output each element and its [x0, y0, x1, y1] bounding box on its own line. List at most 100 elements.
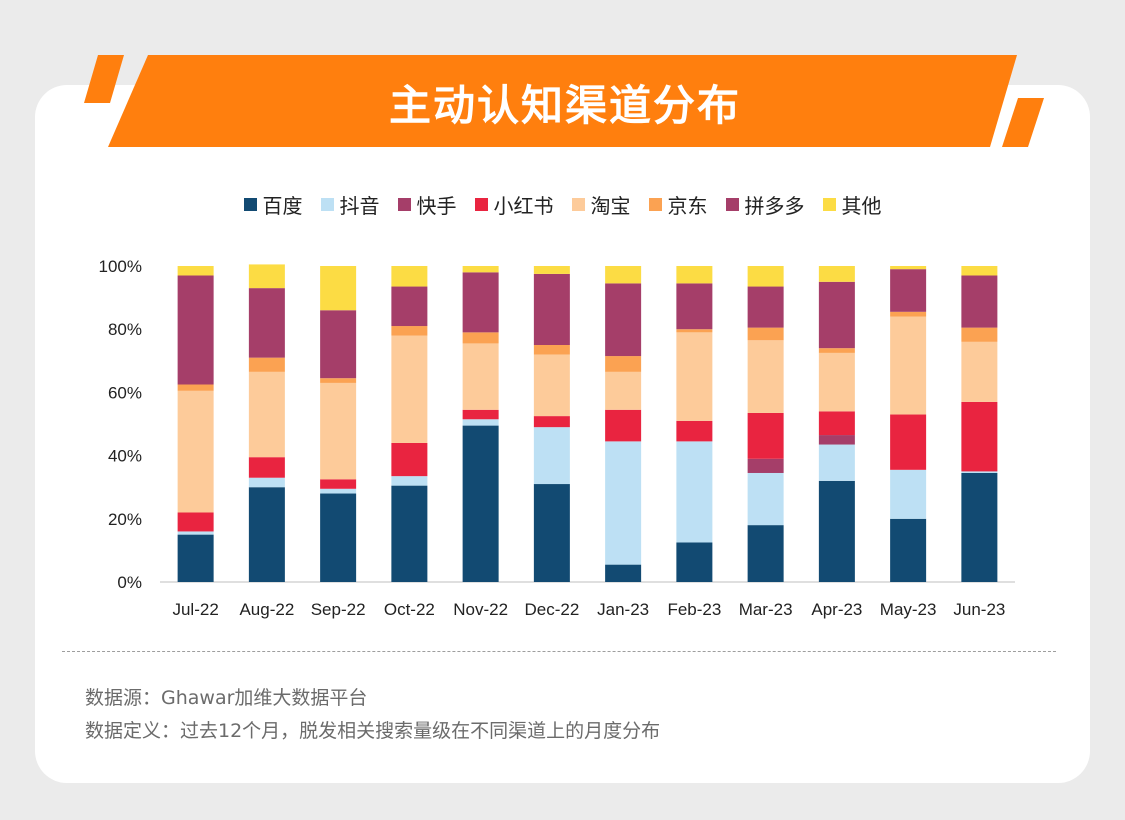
x-tick-label: Nov-22 — [453, 600, 508, 619]
bar-segment-0-5 — [533, 484, 570, 582]
bar-segment-7-8 — [747, 266, 784, 287]
bar-segment-6-7 — [676, 283, 713, 330]
bar-segment-1-3 — [391, 476, 428, 486]
x-tick-label: Aug-22 — [239, 600, 294, 619]
divider — [62, 651, 1056, 652]
bar-segment-5-8 — [747, 327, 784, 341]
bar-segment-1-5 — [533, 427, 570, 485]
bar-segment-6-10 — [890, 269, 927, 312]
bar-segment-6-8 — [747, 286, 784, 328]
bar-segment-3-8 — [747, 412, 784, 459]
bar-segment-5-4 — [462, 332, 499, 344]
bar-segment-1-4 — [462, 419, 499, 426]
legend-item-7: 其他 — [822, 190, 882, 219]
legend-label: 京东 — [667, 194, 708, 218]
bar-segment-0-7 — [676, 542, 713, 582]
y-tick-label: 60% — [108, 383, 142, 402]
stacked-bar-chart: 0% 20% 40% 60% 80% 100% Jul-22 Aug-22 Sep-22 Oct-… — [99, 257, 1015, 619]
bar-segment-3-11 — [961, 401, 998, 472]
legend-label: 拼多多 — [744, 194, 805, 218]
bar-segment-5-10 — [890, 311, 927, 317]
bar-segment-3-3 — [391, 442, 428, 477]
bar-segment-0-10 — [890, 518, 927, 582]
x-tick-label: Feb-23 — [667, 600, 721, 619]
bar-segment-6-9 — [818, 281, 855, 349]
bar-segment-3-0 — [177, 512, 214, 532]
bar-segment-4-2 — [320, 382, 357, 480]
bar-segment-7-6 — [605, 266, 642, 284]
y-tick-label: 0% — [117, 573, 142, 592]
legend-item-1: 抖音 — [320, 190, 380, 219]
legend-label: 小红书 — [493, 194, 554, 218]
bar-segment-6-6 — [605, 283, 642, 357]
legend-label: 其他 — [841, 194, 882, 218]
bar-segment-1-11 — [961, 471, 998, 473]
legend-swatch — [320, 198, 334, 211]
legend-swatch — [648, 198, 662, 211]
data-definition-note: 数据定义：过去12个月，脱发相关搜索量级在不同渠道上的月度分布 — [85, 720, 661, 742]
bar-segment-6-4 — [462, 272, 499, 333]
bar-segment-3-2 — [320, 479, 357, 489]
bar-segment-4-10 — [890, 316, 927, 415]
bar-segment-2-8 — [747, 458, 784, 473]
bar-segment-5-6 — [605, 356, 642, 372]
bar-segment-0-3 — [391, 485, 428, 582]
legend-swatch — [243, 198, 257, 211]
legend-label: 百度 — [262, 194, 303, 218]
bar-segment-3-10 — [890, 414, 927, 470]
banner-main — [108, 55, 1017, 147]
title-banner: 主动认知渠道分布 — [0, 0, 1125, 160]
bar-segment-2-9 — [818, 435, 855, 445]
bar-segment-4-1 — [248, 371, 285, 458]
bar-segment-3-6 — [605, 409, 642, 442]
x-tick-label: Sep-22 — [311, 600, 366, 619]
legend-swatch — [571, 198, 585, 211]
bar-segment-5-2 — [320, 378, 357, 383]
bar-segment-6-11 — [961, 275, 998, 328]
legend-swatch — [397, 198, 411, 211]
y-tick-label: 80% — [108, 320, 142, 339]
bar-segment-1-10 — [890, 469, 927, 519]
banner-left-accent — [84, 55, 124, 103]
bar-segment-4-11 — [961, 341, 998, 402]
bar-segment-0-1 — [248, 487, 285, 582]
bar-segment-7-1 — [248, 264, 285, 289]
bar-segment-7-2 — [320, 266, 357, 311]
legend-label: 淘宝 — [590, 194, 631, 218]
bar-segment-0-11 — [961, 472, 998, 582]
x-tick-label: Dec-22 — [524, 600, 579, 619]
banner-right-accent — [1002, 98, 1044, 147]
legend-swatch — [725, 198, 739, 211]
legend-item-6: 拼多多 — [725, 190, 805, 219]
bar-segment-5-7 — [676, 329, 713, 333]
x-tick-label: Jun-23 — [953, 600, 1005, 619]
bar-segment-5-3 — [391, 326, 428, 336]
bar-segment-3-4 — [462, 409, 499, 420]
bar-segment-6-1 — [248, 288, 285, 358]
legend-label: 快手 — [416, 194, 457, 218]
bar-segment-6-2 — [320, 310, 357, 379]
bar-segment-4-8 — [747, 340, 784, 413]
bar-segment-1-9 — [818, 444, 855, 481]
legend-label: 抖音 — [339, 194, 380, 218]
y-tick-label: 100% — [99, 257, 142, 276]
bar-segment-4-5 — [533, 354, 570, 417]
bar-segment-6-0 — [177, 275, 214, 385]
bar-segment-4-3 — [391, 335, 428, 443]
bar-segment-4-7 — [676, 332, 713, 421]
y-tick-label: 20% — [108, 510, 142, 529]
bar-segment-0-9 — [818, 480, 855, 582]
bar-segment-0-2 — [320, 493, 357, 582]
bar-segment-0-0 — [177, 534, 214, 582]
bar-segment-3-9 — [818, 411, 855, 436]
bar-segment-1-6 — [605, 441, 642, 565]
banner-shapes — [84, 55, 1044, 147]
bar-segment-7-11 — [961, 266, 998, 276]
bar-segment-7-0 — [177, 266, 214, 276]
bar-segment-7-7 — [676, 266, 713, 284]
bar-segment-7-9 — [818, 266, 855, 282]
footnotes: 数据源：Ghawar加维大数据平台 数据定义：过去12个月，脱发相关搜索量级在不… — [85, 682, 660, 748]
bar-segment-5-5 — [533, 345, 570, 355]
bar-segment-6-3 — [391, 286, 428, 327]
data-source-note: 数据源：Ghawar加维大数据平台 — [85, 687, 368, 709]
